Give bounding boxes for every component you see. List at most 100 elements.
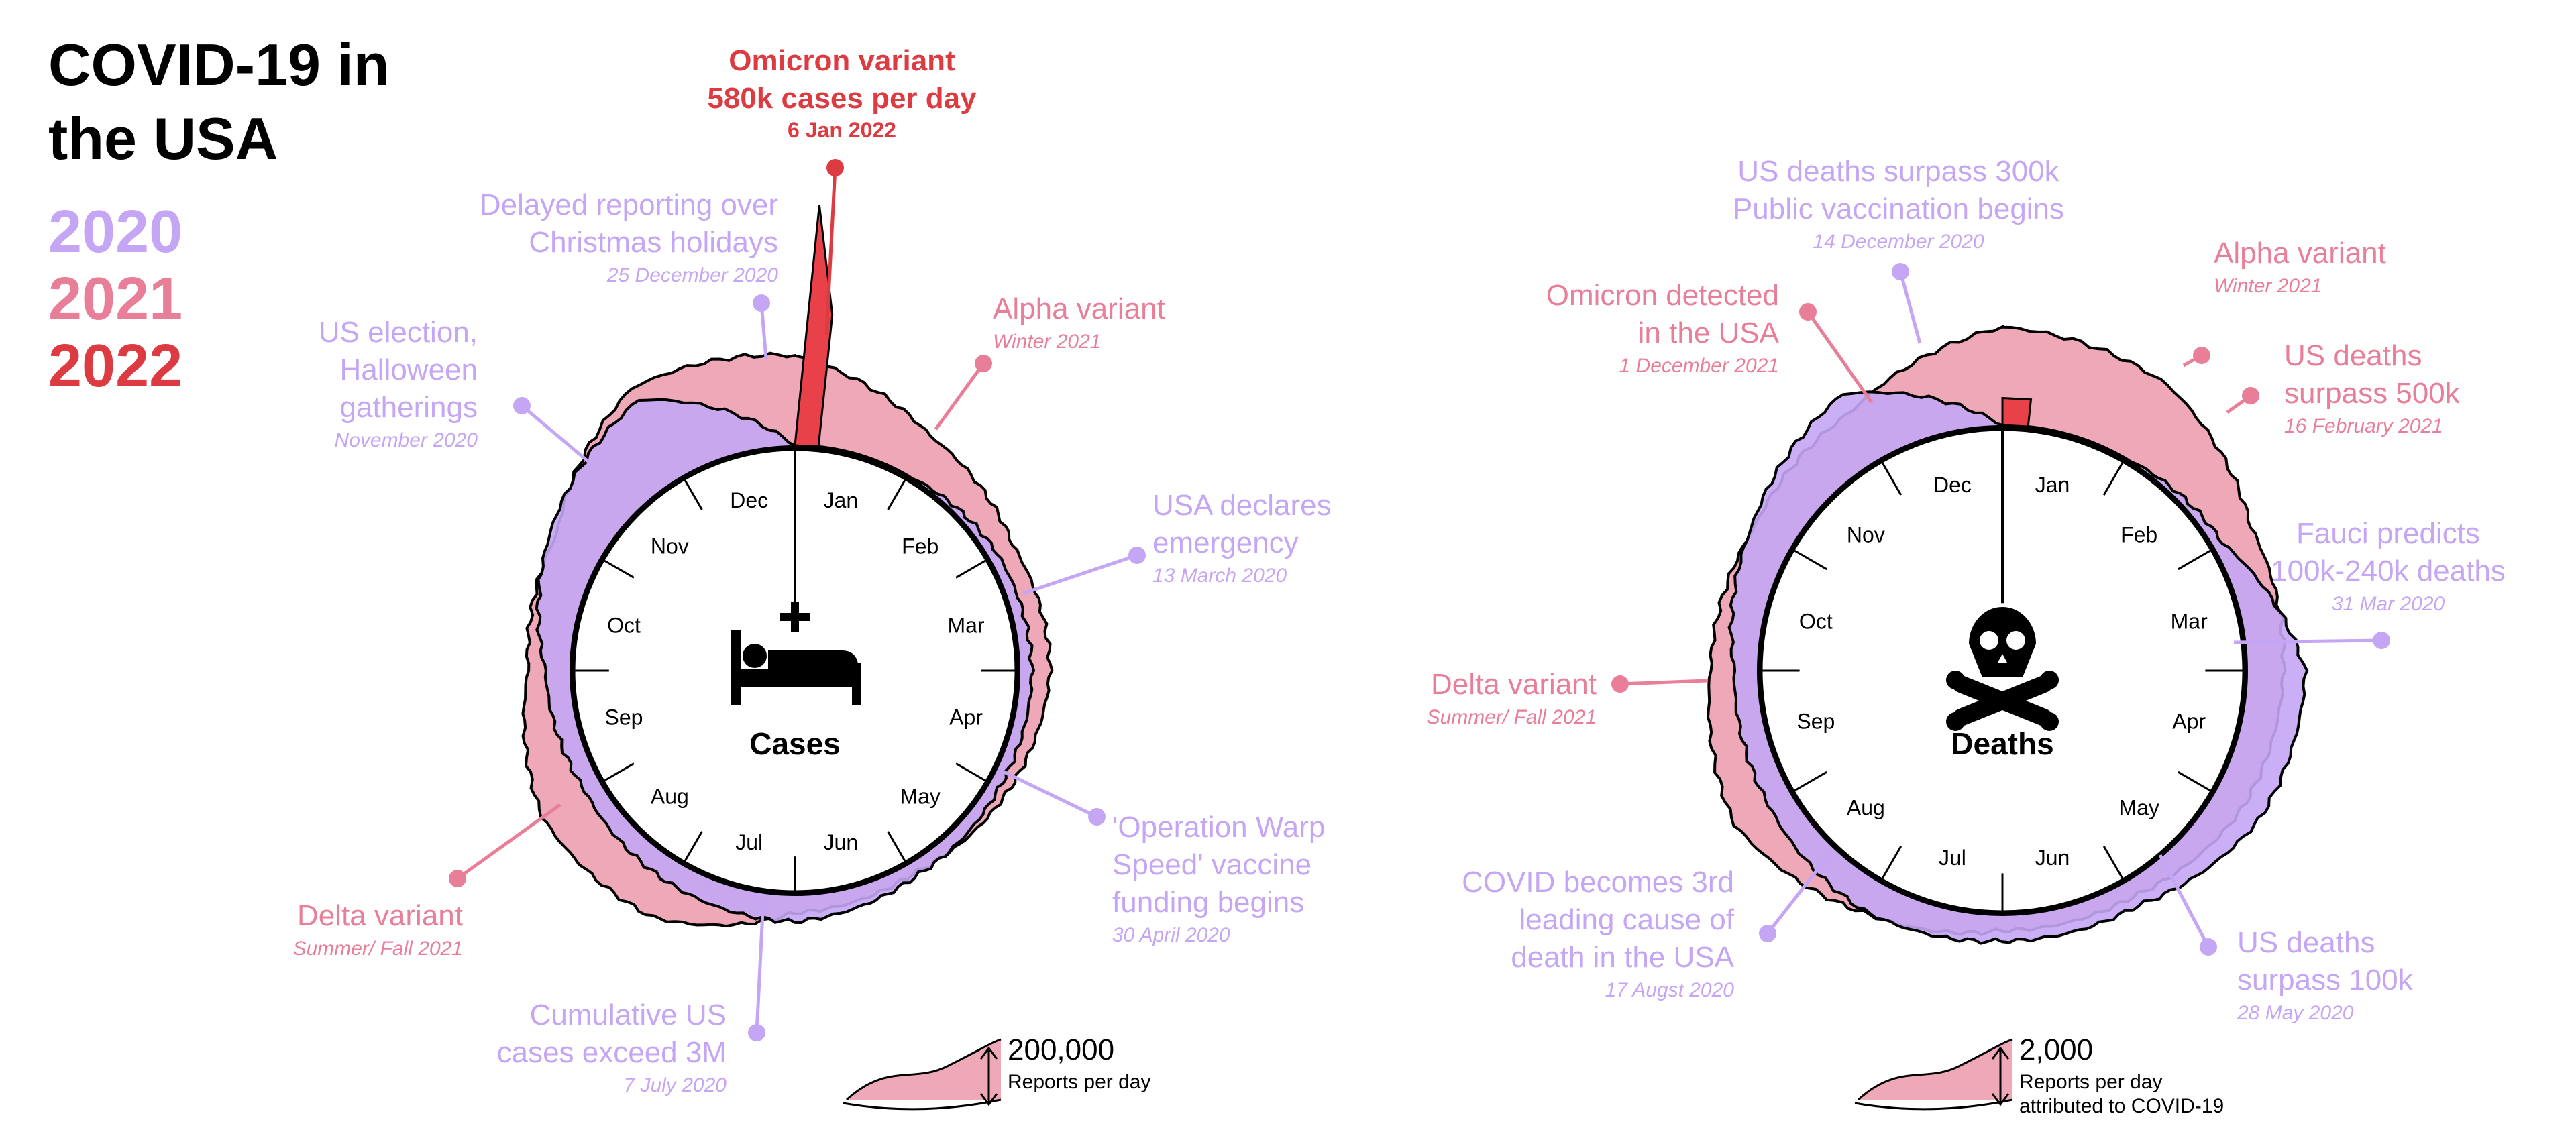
annotation-2: Delayed reporting over Christmas holidays… [480,188,778,359]
annotation-title-line: funding begins [1112,886,1304,919]
annotation-dot [1892,263,1909,280]
annotation-leader [1022,553,1138,595]
annotation-date: 28 May 2020 [2237,1002,2354,1024]
annotation-date: 17 Augst 2020 [1605,979,1735,1001]
annotation-title-line: emergency [1152,526,1299,559]
annotation-date: 13 March 2020 [1152,565,1287,587]
annotation-date: 16 February 2021 [2284,415,2443,437]
center-label: Deaths [1951,726,2053,761]
annotation-title-line: USA declares [1152,489,1332,522]
title-line-2: the USA [48,105,278,172]
area-2020 [1727,390,2309,945]
annotation-title-line: US deaths [2237,926,2375,959]
annotation-8: US deaths surpass 100k 28 May 2020 [2158,854,2414,1024]
annotation-date: 25 December 2020 [606,264,778,286]
month-label-jan: Jan [824,488,859,512]
annotation-4: US deaths surpass 500k 16 February 2021 [2226,339,2461,437]
year-legend-2022: 2022 [48,333,183,400]
scale-legend-swatch [1858,1039,2012,1100]
annotation-title-line: death in the USA [1511,941,1734,974]
annotation-title-line: Delayed reporting over [480,188,778,221]
month-label-oct: Oct [607,614,641,638]
scale-legend-swatch [847,1039,1001,1100]
annotation-title-line: Omicron detected [1546,279,1779,312]
month-divider [683,831,703,863]
annotation-date: Summer/ Fall 2021 [293,938,463,960]
annotation-dot [449,870,466,887]
annotation-title-line: gatherings [340,391,478,424]
annotation-title-line: in the USA [1638,317,1780,349]
month-label-apr: Apr [949,705,983,729]
annotation-dot [2200,938,2217,956]
month-label-jul: Jul [1939,846,1966,870]
annotation-dot [1088,808,1106,826]
scale-legend-unit-2: attributed to COVID-19 [2019,1095,2224,1117]
annotation-dot [748,1024,765,1041]
annotation-leader [521,404,595,467]
annotation-1: Omicron variant 580k cases per day 6 Jan 2… [707,44,977,336]
month-label-may: May [2118,796,2159,820]
month-label-jun: Jun [824,830,859,854]
annotation-title-line: leading cause of [1519,903,1735,936]
annotation-8: Delta variant Summer/ Fall 2021 [293,803,561,960]
annotation-7: COVID becomes 3rd leading cause of death i… [1462,850,1833,1001]
month-divider [602,559,635,579]
month-label-jun: Jun [2035,846,2070,870]
annotation-leader [1766,850,1833,935]
annotation-title-line: cases exceed 3M [497,1036,727,1069]
month-label-jul: Jul [735,830,763,854]
annotation-6: 'Operation Warp Speed' vaccine funding beg… [998,768,1325,946]
annotation-title-line: Fauci predicts [2296,517,2480,550]
month-divider [1880,846,1902,881]
month-divider [2178,549,2212,571]
annotation-dot [1759,925,1776,942]
annotation-5: USA declares emergency 13 March 2020 [1022,489,1332,595]
month-divider [602,762,635,783]
annotation-1: US deaths surpass 300k Public vaccination… [1733,155,2064,344]
annotation-dot [2193,347,2210,364]
month-label-nov: Nov [1847,522,1885,547]
center-label: Cases [749,726,841,761]
annotation-dot [975,355,992,372]
annotation-leader [824,167,837,336]
annotation-leader [2233,638,2382,644]
annotation-3: US election, Halloween gatherings November … [319,316,595,467]
annotation-6: Delta variant Summer/ Fall 2021 [1427,668,1708,728]
month-label-feb: Feb [2121,522,2157,547]
month-label-sep: Sep [1796,709,1835,734]
month-divider [683,478,703,510]
annotation-title-line: 100k-240k deaths [2271,555,2506,587]
annotation-date: Summer/ Fall 2021 [1427,706,1597,728]
annotation-date: 1 December 2021 [1619,355,1779,377]
hospital-bed-icon [731,602,861,705]
scale-legend-value: 200,000 [1008,1033,1114,1066]
annotation-title-line: Alpha variant [993,292,1165,325]
year-legend-2021: 2021 [48,266,183,333]
annotation-date: Winter 2021 [2214,275,2322,297]
annotation-leader [456,803,561,881]
annotation-date: Winter 2021 [993,331,1101,353]
month-label-oct: Oct [1799,609,1833,633]
annotation-title-line: surpass 500k [2284,377,2461,410]
annotation-dot [1799,303,1817,321]
annotation-title-line: US deaths [2284,339,2422,372]
annotation-title-line: US election, [319,316,478,349]
scale-legend-value: 2,000 [2019,1033,2093,1066]
annotation-title-line: Halloween [340,353,478,386]
annotation-5: Fauci predicts 100k-240k deaths 31 Mar 202… [2233,517,2506,649]
month-divider [2178,771,2212,793]
annotation-leader [2158,854,2210,948]
annotation-title-line: Cumulative US [530,999,727,1031]
annotation-3: Alpha variant Winter 2021 [2182,237,2386,367]
annotation-dot [1128,547,1146,564]
area-2022 [2001,396,2033,428]
annotation-leader [1619,679,1708,686]
annotation-leader [934,362,985,431]
month-label-nov: Nov [651,534,689,558]
month-label-aug: Aug [1847,796,1885,820]
annotation-title-line: Delta variant [297,899,463,932]
annotation-title-line: 'Operation Warp [1112,811,1325,844]
month-label-dec: Dec [730,488,768,512]
annotation-leader [998,768,1098,819]
